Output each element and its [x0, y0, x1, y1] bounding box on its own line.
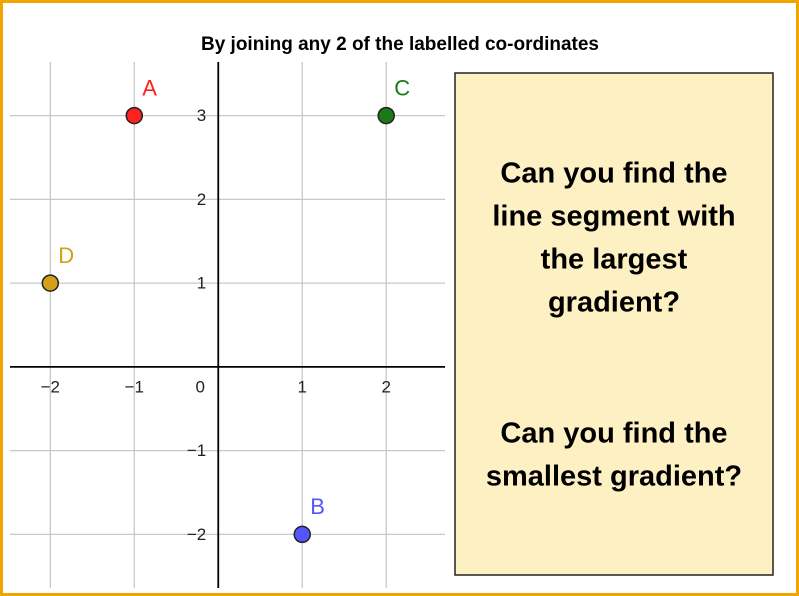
panel-line: line segment with — [492, 201, 735, 233]
y-tick-label: −2 — [187, 525, 206, 544]
x-tick-label: 2 — [381, 377, 390, 396]
point-label: D — [58, 243, 74, 268]
point — [293, 525, 311, 544]
x-tick-label: −1 — [125, 377, 144, 396]
question-panel — [454, 72, 774, 576]
point-label: C — [394, 75, 410, 100]
chart-title: By joining any 2 of the labelled co-ordi… — [201, 34, 599, 55]
point-label: A — [142, 75, 157, 100]
panel-line: Can you find the — [500, 158, 727, 190]
panel-line: Can you find the — [500, 418, 727, 450]
x-tick-label: 1 — [298, 377, 307, 396]
x-tick-label: −2 — [41, 377, 60, 396]
panel-line: smallest gradient? — [486, 461, 742, 493]
point-label: B — [310, 494, 325, 519]
point — [125, 106, 144, 125]
point — [377, 106, 395, 125]
y-tick-label: 2 — [197, 190, 206, 209]
y-tick-label: −1 — [187, 441, 206, 460]
panel-text-group: Can you find the line segment with the lar… — [486, 158, 742, 493]
panel-line: the largest — [541, 244, 688, 276]
y-tick-label: 1 — [197, 274, 206, 293]
point — [41, 274, 60, 292]
y-tick-label: 3 — [197, 106, 206, 125]
x-tick-label: 0 — [196, 377, 205, 396]
panel-line: gradient? — [548, 287, 680, 319]
plot: −2 −1 0 1 2 −2 −1 1 2 3 A B C D — [10, 62, 445, 588]
